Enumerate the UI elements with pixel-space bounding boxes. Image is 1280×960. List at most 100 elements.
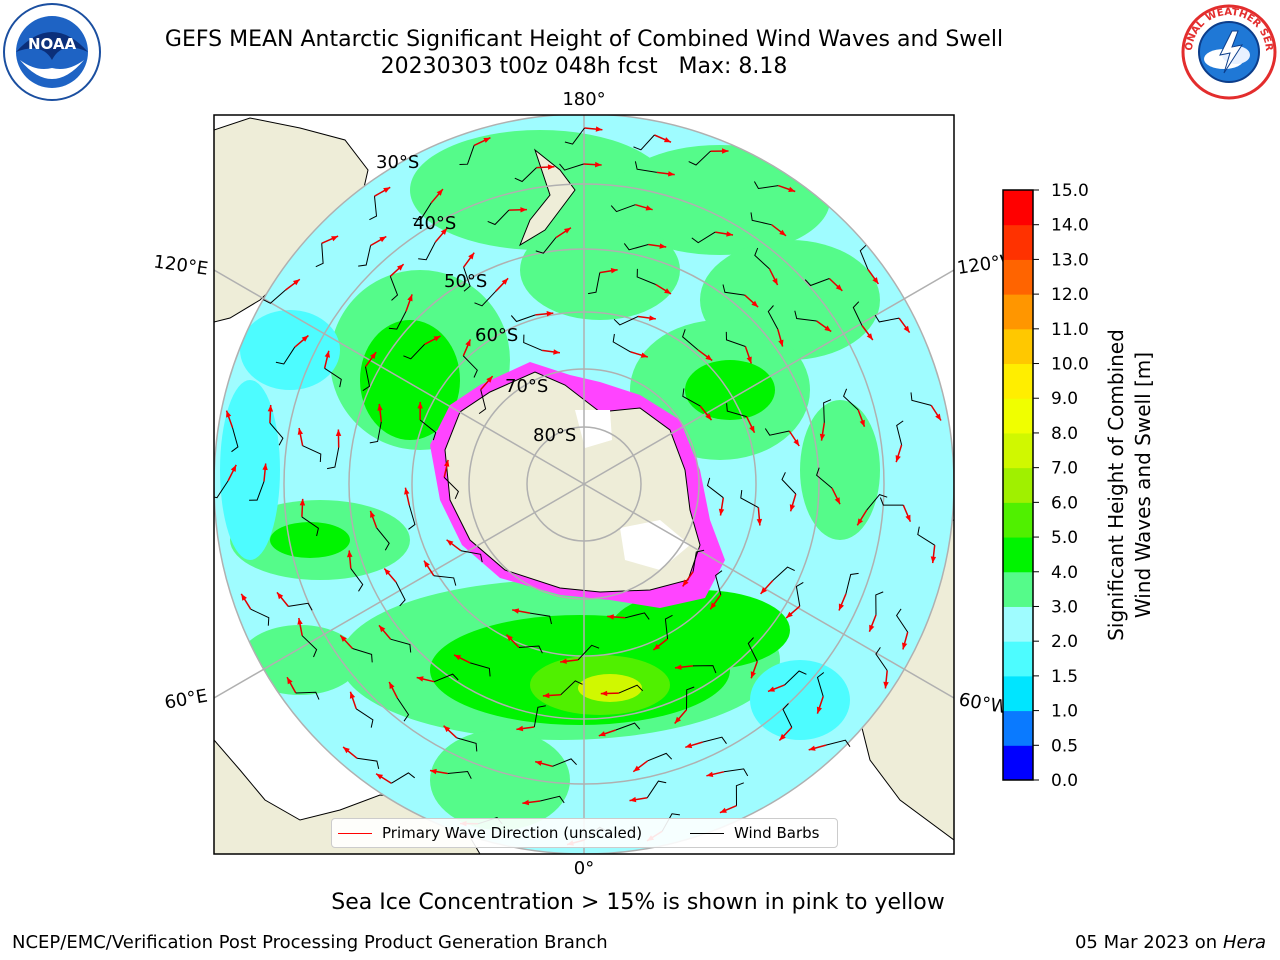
wave-arrow-head — [407, 294, 413, 302]
wave-arrow-head — [376, 773, 383, 780]
wave-arrow-head — [598, 731, 606, 737]
wave-arrow-head — [682, 579, 689, 587]
colorbar: 0.0 0.5 1.0 1.5 2.0 3.0 4.0 5.0 6.0 7.0 8.0 9.0 10.0… — [1002, 181, 1089, 791]
wave-arrow-head — [560, 658, 567, 664]
wind-barb — [463, 267, 471, 292]
lat-label-70s: 70°S — [505, 376, 548, 397]
sea-ice-caption: Sea Ice Concentration > 15% is shown in … — [331, 890, 945, 915]
wind-barb — [533, 705, 546, 728]
wave-arrow-head — [751, 300, 759, 308]
wave-arrow-head — [547, 164, 555, 170]
wind-barb — [735, 782, 744, 806]
wave-arrow-head — [788, 186, 796, 192]
wave-arrow-head — [397, 264, 404, 271]
wind-barb — [447, 770, 472, 779]
wave-arrow-head — [710, 602, 717, 610]
wave-arrow-head — [722, 148, 729, 154]
wave-arrow-head — [824, 325, 832, 332]
colorbar-segment — [1003, 606, 1033, 642]
colorbar-segment — [1003, 294, 1033, 330]
wind-barb — [896, 420, 904, 446]
wind-barb — [249, 481, 265, 501]
wind-barb — [852, 301, 863, 326]
wave-arrow-head — [653, 643, 661, 650]
wave-arrow-head — [501, 278, 509, 285]
wind-barb — [487, 209, 510, 226]
wave-arrow-head — [446, 539, 454, 546]
wave-arrow-head — [370, 510, 376, 518]
wind-barb — [686, 686, 695, 710]
wind-barb — [478, 389, 487, 415]
wind-barb — [859, 244, 869, 270]
wave-arrow-head — [347, 550, 353, 558]
wind-barb — [269, 422, 284, 446]
wind-barb — [559, 163, 584, 171]
wind-barb — [403, 343, 425, 360]
wave-arrow-head — [483, 137, 491, 143]
colorbar-segment — [1003, 710, 1033, 746]
colorbar-tick-label: 9.0 — [1051, 389, 1078, 409]
wave-arrow-head — [903, 325, 910, 333]
wind-barb — [514, 167, 537, 183]
wind-barb — [725, 331, 746, 347]
colorbar-tick-label: 10.0 — [1051, 355, 1089, 375]
wind-barb — [682, 329, 699, 351]
wave-arrow-head — [835, 284, 843, 291]
wind-barb — [910, 392, 932, 406]
wave-arrow-head — [629, 796, 637, 803]
wind-barb — [646, 780, 667, 798]
wind-barb — [747, 637, 758, 662]
wave-arrow-head — [516, 725, 524, 732]
wave-arrow-head — [433, 336, 441, 342]
wind-barb — [623, 243, 649, 251]
wind-barb — [301, 635, 318, 658]
wind-barb — [376, 527, 390, 551]
wave-arrow-head — [379, 236, 387, 243]
wave-arrow-head — [749, 425, 755, 433]
wind-barb — [682, 388, 701, 407]
wave-arrow-head — [267, 405, 274, 412]
lat-label-50s: 50°S — [444, 271, 487, 292]
wind-barb — [302, 445, 322, 463]
black-line-icon — [690, 832, 724, 834]
wind-barb — [636, 268, 656, 285]
wave-arrow-head — [675, 664, 682, 670]
wave-arrow-head — [895, 455, 901, 463]
wave-arrow-head — [834, 497, 840, 505]
map-subtitle: 20230303 t00z 048h fcst Max: 8.18 — [380, 54, 788, 79]
wave-arrow-head — [230, 464, 237, 472]
wave-arrow-head — [468, 252, 475, 260]
colorbar-tick-label: 0.5 — [1051, 736, 1078, 756]
colorbar-tick-label: 3.0 — [1051, 597, 1078, 617]
colorbar-tick-label: 2.0 — [1051, 632, 1078, 652]
wave-arrow-head — [746, 356, 752, 364]
wave-arrow-head — [553, 349, 560, 355]
wave-arrow-head — [610, 268, 618, 274]
colorbar-segment — [1003, 745, 1033, 781]
wave-arrow-head — [866, 333, 873, 340]
lat-label-30s: 30°S — [376, 152, 419, 173]
wave-arrow-head — [883, 681, 889, 689]
wind-barb — [324, 367, 342, 388]
wind-barb — [396, 697, 410, 722]
wind-barb — [843, 388, 859, 411]
wave-arrow-head — [772, 278, 778, 285]
wind-barb — [633, 134, 655, 151]
map-panel — [214, 115, 954, 854]
noaa-logo-icon: NOAA — [2, 2, 102, 106]
wind-barb — [434, 673, 459, 683]
wave-arrow-head — [902, 642, 908, 650]
wave-arrow-head — [595, 126, 603, 132]
wind-barb — [866, 494, 888, 511]
colorbar-label-line1: Significant Height of Combined — [1104, 329, 1128, 641]
lon-label-0: 0° — [574, 858, 594, 879]
wave-arrow-head — [512, 608, 520, 614]
wave-arrow-head — [750, 671, 756, 679]
wave-arrow-head — [816, 706, 822, 714]
wave-arrow-head — [659, 243, 667, 249]
wave-arrow-head — [808, 745, 816, 751]
wave-arrow-head — [768, 686, 775, 692]
wind-barb — [462, 355, 478, 378]
nws-logo-icon: NATIONAL WEATHER SERVICE — [1176, 0, 1278, 105]
wave-arrow-head — [869, 624, 875, 632]
